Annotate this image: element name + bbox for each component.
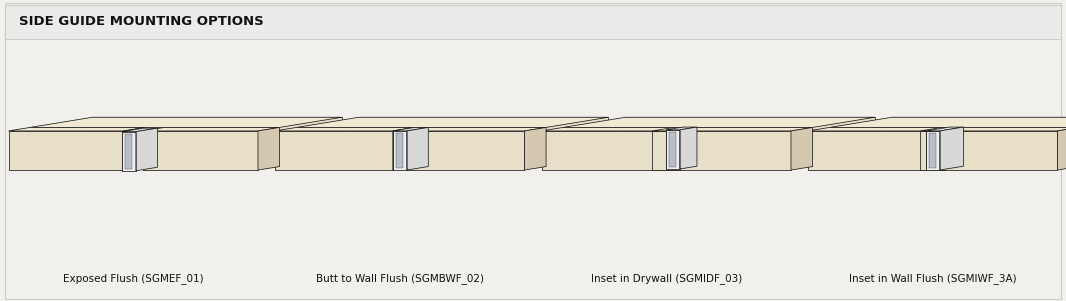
Polygon shape — [542, 127, 701, 131]
Polygon shape — [407, 127, 429, 170]
Polygon shape — [143, 127, 279, 131]
Polygon shape — [407, 131, 524, 170]
Polygon shape — [275, 127, 415, 131]
Polygon shape — [808, 127, 967, 131]
Polygon shape — [829, 117, 1066, 127]
Polygon shape — [122, 128, 158, 132]
Polygon shape — [407, 127, 546, 131]
Polygon shape — [930, 133, 936, 168]
Text: Exposed Flush (SGMEF_01): Exposed Flush (SGMEF_01) — [63, 274, 204, 284]
Polygon shape — [563, 117, 875, 127]
Polygon shape — [93, 117, 342, 157]
Polygon shape — [940, 127, 964, 170]
Polygon shape — [524, 127, 546, 170]
Polygon shape — [791, 127, 812, 170]
Polygon shape — [1057, 127, 1066, 170]
Polygon shape — [124, 127, 145, 170]
Polygon shape — [9, 131, 124, 170]
Polygon shape — [135, 128, 158, 171]
Polygon shape — [920, 127, 1066, 131]
Polygon shape — [30, 117, 342, 127]
Polygon shape — [392, 131, 407, 170]
Polygon shape — [258, 127, 279, 170]
Polygon shape — [925, 127, 964, 131]
Polygon shape — [9, 127, 145, 131]
Polygon shape — [892, 117, 1066, 157]
Polygon shape — [666, 130, 680, 169]
Polygon shape — [126, 134, 132, 169]
Polygon shape — [397, 133, 403, 168]
Polygon shape — [946, 127, 967, 170]
Polygon shape — [359, 117, 609, 157]
Polygon shape — [652, 131, 791, 170]
Polygon shape — [808, 131, 946, 170]
Text: Butt to Wall Flush (SGMBWF_02): Butt to Wall Flush (SGMBWF_02) — [316, 274, 484, 284]
Polygon shape — [920, 131, 1057, 170]
Polygon shape — [542, 131, 680, 170]
Polygon shape — [925, 131, 940, 170]
Polygon shape — [392, 127, 429, 131]
Text: SIDE GUIDE MOUNTING OPTIONS: SIDE GUIDE MOUNTING OPTIONS — [19, 15, 264, 28]
Polygon shape — [275, 131, 392, 170]
Polygon shape — [680, 127, 697, 169]
FancyBboxPatch shape — [5, 5, 1061, 39]
Polygon shape — [669, 132, 676, 167]
Polygon shape — [652, 127, 812, 131]
Polygon shape — [666, 127, 697, 130]
Text: Inset in Wall Flush (SGMIWF_3A): Inset in Wall Flush (SGMIWF_3A) — [849, 274, 1017, 284]
Polygon shape — [122, 132, 135, 171]
Polygon shape — [680, 127, 701, 170]
Polygon shape — [296, 117, 609, 127]
Polygon shape — [143, 131, 258, 170]
Polygon shape — [392, 127, 415, 170]
Text: Inset in Drywall (SGMIDF_03): Inset in Drywall (SGMIDF_03) — [591, 274, 742, 284]
Polygon shape — [626, 117, 875, 157]
